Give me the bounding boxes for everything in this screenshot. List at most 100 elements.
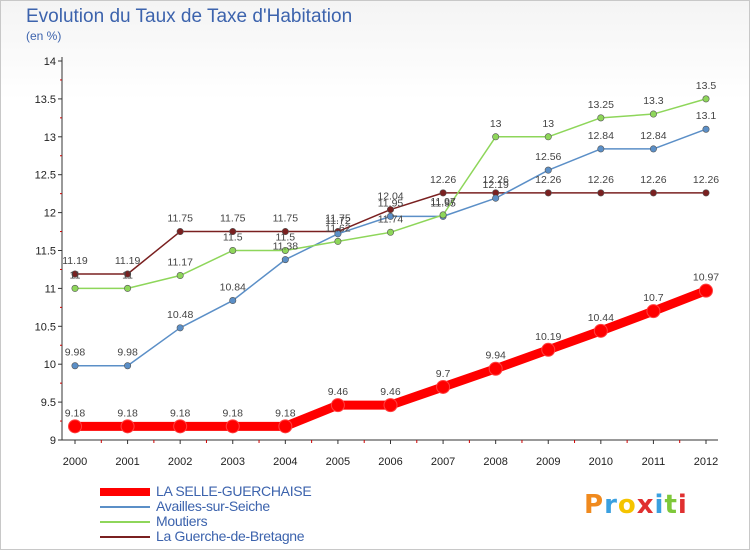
legend-label: Moutiers [156, 513, 208, 529]
data-point-3 [597, 189, 605, 197]
data-point-3 [176, 228, 184, 236]
data-label-2: 11.17 [167, 257, 193, 269]
legend-swatch [100, 521, 150, 523]
data-label-2: 11.97 [430, 196, 456, 208]
data-point-3 [71, 270, 79, 278]
y-tick-label: 10 [44, 359, 56, 371]
x-tick-label: 2003 [221, 456, 245, 468]
data-label-2: 13 [542, 118, 554, 130]
x-tick-label: 2008 [483, 456, 507, 468]
y-tick-label: 12 [44, 208, 56, 220]
data-label-3: 11.75 [273, 213, 299, 225]
data-label-1: 11.95 [430, 197, 456, 209]
x-tick-label: 2001 [115, 456, 139, 468]
data-point-2 [176, 272, 184, 280]
y-tick-label: 12.5 [35, 170, 56, 182]
data-label-0: 9.18 [275, 407, 296, 419]
chart-title: Evolution du Taux de Taxe d'Habitation [26, 6, 353, 27]
x-tick-label: 2009 [536, 456, 560, 468]
legend-swatch [100, 536, 150, 538]
data-point-1 [702, 125, 710, 133]
data-point-1 [176, 324, 184, 332]
data-point-3 [386, 206, 394, 214]
y-tick-label: 9.5 [41, 397, 56, 409]
data-point-0 [646, 304, 661, 319]
legend-swatch [100, 506, 150, 508]
data-point-0 [225, 419, 240, 434]
data-point-2 [544, 133, 552, 141]
data-point-1 [597, 145, 605, 153]
y-tick-label: 13 [44, 132, 56, 144]
data-label-2: 11.5 [275, 232, 295, 244]
data-point-0 [699, 283, 713, 298]
data-point-0 [120, 419, 135, 434]
y-tick-label: 11 [45, 283, 56, 295]
data-label-2: 13.3 [643, 95, 664, 107]
data-point-2 [439, 211, 447, 219]
logo-letter: i [654, 490, 665, 520]
data-point-2 [71, 284, 79, 292]
x-tick-label: 2000 [63, 456, 87, 468]
legend-label: La Guerche-de-Bretagne [156, 528, 305, 544]
data-label-3: 12.26 [483, 174, 509, 186]
data-label-0: 9.46 [380, 386, 401, 398]
logo-letter: P [584, 490, 605, 520]
data-label-1: 12.84 [588, 130, 614, 142]
x-tick-label: 2007 [431, 456, 455, 468]
data-point-2 [281, 247, 289, 255]
data-label-1: 11.72 [325, 215, 351, 227]
data-point-1 [124, 362, 132, 370]
x-tick-label: 2002 [168, 456, 192, 468]
logo-letter: i [677, 490, 688, 520]
data-label-3: 12.26 [588, 174, 614, 186]
data-label-0: 10.7 [643, 292, 664, 304]
data-label-1: 11.95 [378, 197, 404, 209]
data-point-0 [488, 361, 503, 376]
data-point-0 [173, 419, 188, 434]
legend-label: Availles-sur-Seiche [156, 498, 270, 514]
data-point-2 [386, 228, 394, 236]
data-point-1 [281, 256, 289, 264]
data-point-2 [649, 110, 657, 118]
y-tick-label: 13.5 [35, 94, 56, 106]
data-point-2 [492, 133, 500, 141]
data-point-0 [436, 379, 451, 394]
legend-swatch [100, 488, 150, 496]
data-label-0: 10.97 [693, 272, 719, 284]
data-point-1 [649, 145, 657, 153]
x-tick-label: 2006 [378, 456, 402, 468]
data-label-2: 11.74 [378, 213, 404, 225]
data-point-2 [229, 247, 237, 255]
data-point-3 [281, 228, 289, 236]
data-label-3: 12.26 [693, 174, 719, 186]
y-tick-label: 10.5 [35, 321, 56, 333]
data-point-3 [439, 189, 447, 197]
data-label-1: 10.48 [167, 309, 193, 321]
data-label-3: 11.75 [325, 213, 351, 225]
data-label-3: 11.75 [220, 213, 246, 225]
data-label-1: 12.56 [535, 151, 561, 163]
data-label-0: 10.19 [535, 331, 561, 343]
data-label-1: 13.1 [696, 110, 717, 122]
data-point-0 [383, 398, 398, 413]
data-label-2: 13.5 [696, 80, 717, 92]
data-label-2: 13.25 [588, 99, 614, 111]
chart-unit: (en %) [26, 29, 62, 43]
data-label-3: 12.26 [535, 174, 561, 186]
data-point-1 [386, 212, 394, 220]
data-label-3: 11.19 [62, 255, 88, 267]
data-label-0: 9.18 [117, 407, 138, 419]
data-label-1: 12.19 [483, 179, 509, 191]
logo-letter: r [604, 490, 618, 520]
proxiti-logo: Proxiti [584, 490, 688, 520]
data-point-3 [124, 270, 132, 278]
data-label-0: 9.18 [65, 407, 86, 419]
data-label-1: 9.98 [65, 347, 86, 359]
data-point-1 [71, 362, 79, 370]
data-point-1 [544, 166, 552, 174]
data-label-1: 11.38 [273, 241, 299, 253]
data-label-0: 9.18 [170, 407, 191, 419]
data-label-0: 9.46 [328, 386, 349, 398]
data-label-1: 9.98 [117, 347, 138, 359]
